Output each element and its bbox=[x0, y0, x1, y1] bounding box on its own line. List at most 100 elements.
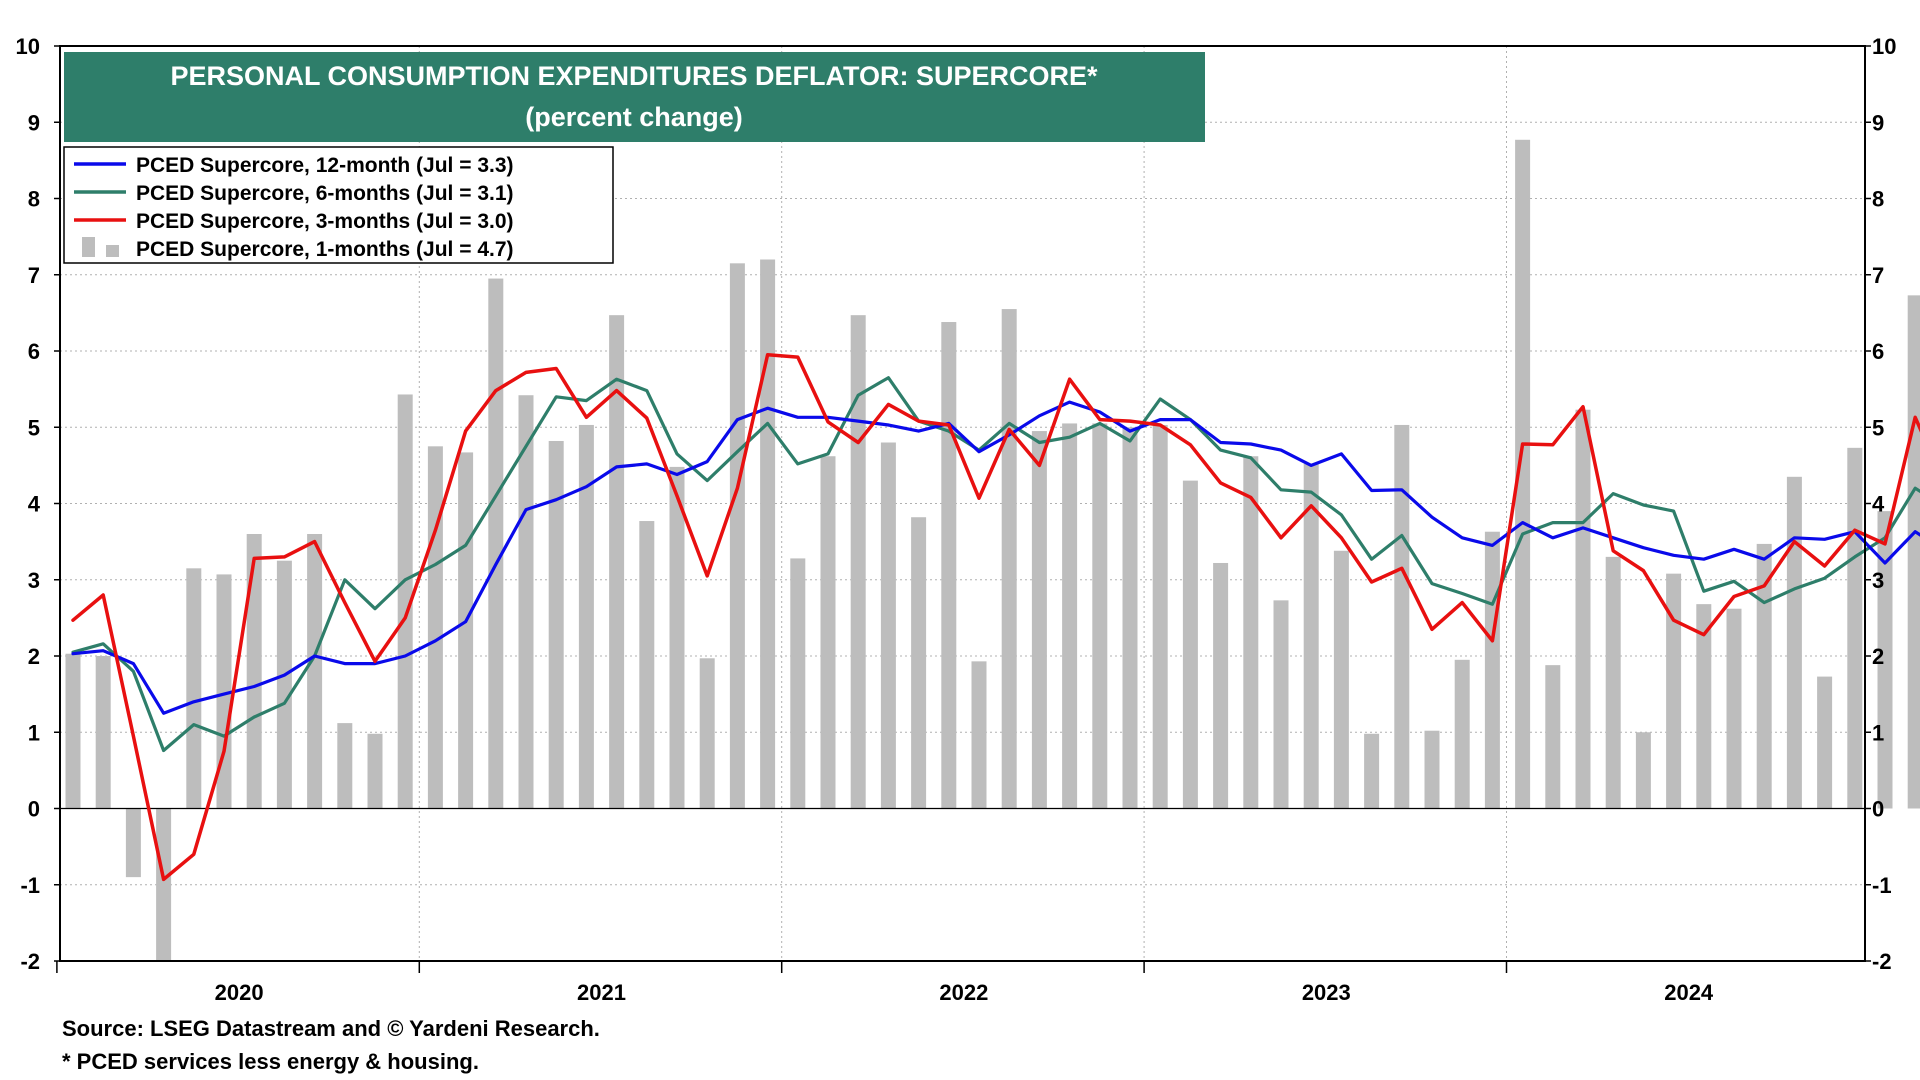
bar-1-month bbox=[216, 574, 232, 809]
legend-label: PCED Supercore, 12-month (Jul = 3.3) bbox=[136, 154, 514, 177]
bar-1-month bbox=[1907, 295, 1920, 809]
y-tick-label-right: 9 bbox=[1872, 110, 1884, 135]
line-12-month bbox=[71, 400, 1920, 715]
bar-1-month bbox=[1364, 733, 1380, 809]
bar-1-month bbox=[850, 315, 866, 809]
bar-1-month bbox=[609, 315, 625, 809]
bar-1-month bbox=[941, 322, 957, 809]
chart-title: PERSONAL CONSUMPTION EXPENDITURES DEFLAT… bbox=[170, 61, 1098, 91]
bar-1-month bbox=[1696, 604, 1712, 809]
y-tick-label-left: 6 bbox=[28, 339, 40, 364]
y-tick-label-left: 10 bbox=[16, 34, 40, 59]
legend-label: PCED Supercore, 6-months (Jul = 3.1) bbox=[136, 182, 514, 205]
x-tick-label: 2024 bbox=[1664, 980, 1714, 1005]
legend-swatch-bar bbox=[106, 245, 119, 257]
y-tick-label-right: 2 bbox=[1872, 644, 1884, 669]
bar-1-month bbox=[65, 653, 81, 809]
y-tick-label-right: 3 bbox=[1872, 568, 1884, 593]
bar-1-month bbox=[458, 452, 474, 809]
legend-box bbox=[63, 146, 614, 264]
bar-1-month bbox=[639, 521, 655, 809]
y-tick-label-left: -1 bbox=[20, 873, 40, 898]
bar-1-month bbox=[548, 440, 564, 809]
bar-1-month bbox=[1243, 456, 1259, 809]
bar-1-month bbox=[1726, 608, 1742, 809]
bar-1-month bbox=[1273, 600, 1289, 809]
bar-1-month bbox=[1122, 427, 1138, 809]
bar-1-month bbox=[1333, 550, 1349, 809]
bar-1-month bbox=[1545, 665, 1561, 809]
x-axis: 202020212022202320242025 bbox=[56, 961, 1714, 1005]
line-6-month bbox=[71, 376, 1920, 753]
y-tick-label-left: 1 bbox=[28, 720, 40, 745]
y-tick-label-right: 6 bbox=[1872, 339, 1884, 364]
y-tick-label-left: 9 bbox=[28, 110, 40, 135]
bar-1-month bbox=[820, 456, 836, 809]
bar-1-month bbox=[367, 733, 383, 809]
bar-1-month bbox=[488, 278, 504, 809]
y-axis-left: -2 -1 0 1 2 3 4 5 6 7 8 9 10 bbox=[16, 34, 60, 974]
y-tick-label-left: 8 bbox=[28, 187, 40, 212]
bar-1-month bbox=[1303, 463, 1319, 809]
y-tick-label-right: -1 bbox=[1872, 873, 1892, 898]
y-axis-right: -2 -1 0 1 2 3 4 5 6 7 8 9 10 bbox=[1865, 34, 1896, 974]
bar-1-month bbox=[1847, 447, 1863, 809]
lines-layer bbox=[71, 353, 1920, 882]
bar-1-month bbox=[1817, 676, 1833, 809]
y-tick-label-left: 2 bbox=[28, 644, 40, 669]
bar-1-month bbox=[95, 656, 111, 809]
y-tick-label-right: 7 bbox=[1872, 263, 1884, 288]
bar-1-month bbox=[1062, 423, 1078, 809]
x-tick-label: 2023 bbox=[1302, 980, 1351, 1005]
line-3-month bbox=[71, 353, 1920, 882]
y-tick-label-right: -2 bbox=[1872, 949, 1892, 974]
y-tick-label-right: 8 bbox=[1872, 187, 1884, 212]
bar-1-month bbox=[518, 395, 534, 809]
bar-1-month bbox=[1666, 573, 1682, 809]
y-tick-label-right: 10 bbox=[1872, 34, 1896, 59]
bar-1-month bbox=[1031, 431, 1047, 809]
legend-label: PCED Supercore, 3-months (Jul = 3.0) bbox=[136, 210, 514, 233]
y-tick-label-left: 4 bbox=[28, 492, 41, 517]
y-tick-label-right: 1 bbox=[1872, 720, 1884, 745]
bar-1-month bbox=[1213, 562, 1229, 809]
bar-1-month bbox=[125, 808, 141, 878]
bar-1-month bbox=[699, 658, 715, 809]
chart-subtitle: (percent change) bbox=[525, 102, 743, 132]
bar-1-month bbox=[1786, 476, 1802, 809]
bar-1-month bbox=[578, 424, 594, 809]
y-tick-label-left: 7 bbox=[28, 263, 40, 288]
bar-1-month bbox=[276, 560, 292, 809]
bar-1-month bbox=[1635, 732, 1651, 809]
title-box: PERSONAL CONSUMPTION EXPENDITURES DEFLAT… bbox=[64, 52, 1205, 142]
y-tick-label-left: -2 bbox=[20, 949, 40, 974]
legend-swatch-bar bbox=[82, 237, 95, 257]
footnote: * PCED services less energy & housing. bbox=[62, 1049, 479, 1074]
bar-1-month bbox=[669, 466, 685, 809]
bar-1-month bbox=[1394, 424, 1410, 809]
bar-1-month bbox=[307, 534, 323, 809]
bars-layer bbox=[65, 139, 1920, 961]
bar-1-month bbox=[880, 442, 896, 809]
bar-1-month bbox=[246, 534, 262, 809]
y-tick-label-right: 0 bbox=[1872, 797, 1884, 822]
bar-1-month bbox=[1424, 730, 1440, 809]
bar-1-month bbox=[911, 517, 927, 809]
y-tick-label-right: 5 bbox=[1872, 415, 1884, 440]
bar-1-month bbox=[1001, 309, 1017, 809]
x-tick-label: 2020 bbox=[215, 980, 264, 1005]
y-tick-label-right: 4 bbox=[1872, 492, 1885, 517]
bar-1-month bbox=[1152, 424, 1168, 809]
x-tick-label: 2021 bbox=[577, 980, 626, 1005]
bar-1-month bbox=[760, 259, 776, 809]
bar-1-month bbox=[1454, 659, 1470, 809]
x-tick-label: 2022 bbox=[939, 980, 988, 1005]
bar-1-month bbox=[971, 661, 987, 809]
bar-1-month bbox=[790, 558, 806, 809]
bar-1-month bbox=[156, 808, 172, 961]
bar-1-month bbox=[186, 568, 202, 809]
y-tick-label-left: 5 bbox=[28, 415, 40, 440]
source-note: Source: LSEG Datastream and © Yardeni Re… bbox=[62, 1016, 600, 1041]
y-tick-label-left: 3 bbox=[28, 568, 40, 593]
